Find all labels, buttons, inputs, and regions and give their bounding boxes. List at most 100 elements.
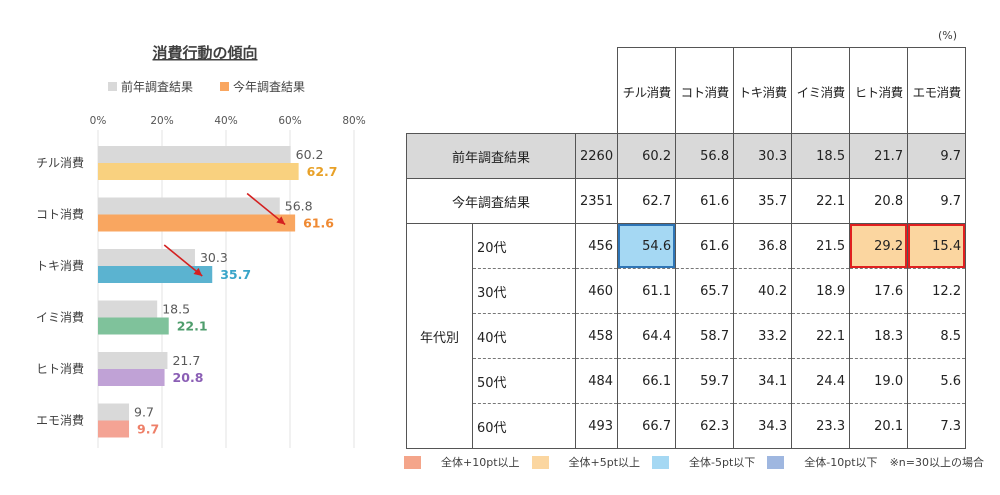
x-tick-label: 0% <box>90 115 107 127</box>
table-value: 40.2 <box>733 268 793 314</box>
age-row: 30代 460 61.1 65.7 40.2 18.9 17.6 12.2 <box>407 268 967 314</box>
row-label: 今年調査結果 <box>406 178 576 224</box>
category-label: エモ消費 <box>36 413 84 428</box>
age-label: 30代 <box>472 268 576 314</box>
table-value: 62.3 <box>675 403 735 449</box>
x-tick-label: 40% <box>214 115 237 127</box>
table-value: 66.7 <box>617 403 677 449</box>
legend-swatch <box>404 455 421 469</box>
value-label-current: 62.7 <box>307 164 338 179</box>
column-header: エモ消費 <box>907 47 967 134</box>
bar-previous <box>98 300 158 318</box>
bar-current <box>98 266 213 283</box>
category-label: ヒト消費 <box>36 361 84 376</box>
legend-item: 全体-5pt以下 <box>652 454 755 470</box>
bar-current <box>98 369 165 386</box>
table-value: 60.2 <box>617 133 677 179</box>
bar-previous <box>98 352 168 369</box>
table-value: 12.2 <box>907 268 967 314</box>
legend-swatch <box>767 455 785 469</box>
table-value: 59.7 <box>675 358 735 404</box>
age-label: 20代 <box>472 223 576 269</box>
age-row: 50代 484 66.1 59.7 34.1 24.4 19.0 5.6 <box>407 358 967 404</box>
value-label-current: 20.8 <box>173 370 204 385</box>
legend-label: 全体-5pt以下 <box>689 456 756 469</box>
trend-arrow-head <box>193 267 203 276</box>
sample-size: 456 <box>574 223 619 269</box>
table-value: 23.3 <box>791 403 851 449</box>
highlight-legend: 全体+10pt以上 全体+5pt以上 全体-5pt以下 全体-10pt以下 ※n=30以… <box>404 454 984 470</box>
table-value: 33.2 <box>733 313 793 359</box>
table-value: 17.6 <box>849 268 909 314</box>
table-value: 34.3 <box>733 403 793 449</box>
table-value: 21.5 <box>791 223 851 269</box>
table-value: 61.6 <box>675 223 735 269</box>
age-row: 60代 493 66.7 62.3 34.3 23.3 20.1 7.3 <box>407 403 967 449</box>
header-row: チル消費 コト消費 トキ消費 イミ消費 ヒト消費 エモ消費 <box>406 47 967 134</box>
table-value: 61.6 <box>675 178 735 224</box>
bar-previous <box>98 249 195 266</box>
table-value: 19.0 <box>849 358 909 404</box>
value-label-previous: 18.5 <box>162 302 190 317</box>
table-value: 7.3 <box>907 403 967 449</box>
table-value: 54.6 <box>617 223 677 269</box>
table-value: 29.2 <box>849 223 909 269</box>
sample-size: 484 <box>574 358 619 404</box>
sample-size: 2351 <box>574 178 619 224</box>
value-label-previous: 30.3 <box>200 250 228 265</box>
table-value: 35.7 <box>733 178 793 224</box>
table-value: 58.7 <box>675 313 735 359</box>
table-value: 18.3 <box>849 313 909 359</box>
column-header: チル消費 <box>617 47 677 134</box>
unit-label: (%) <box>938 29 958 42</box>
legend-swatch-previous <box>108 82 117 91</box>
value-label-current: 9.7 <box>137 422 159 437</box>
bar-current <box>98 163 299 180</box>
group-label: 年代別 <box>406 223 473 449</box>
table-value: 18.5 <box>791 133 851 179</box>
age-row: 年代別 20代 456 54.6 61.6 36.8 21.5 29.2 15.4 <box>406 223 967 449</box>
category-label: チル消費 <box>36 155 84 170</box>
legend-label: 全体+10pt以上 <box>441 456 520 469</box>
value-label-current: 35.7 <box>220 267 251 282</box>
table-value: 9.7 <box>907 133 967 179</box>
table-value: 34.1 <box>733 358 793 404</box>
row-label: 前年調査結果 <box>406 133 576 179</box>
summary-row: 今年調査結果 2351 62.7 61.6 35.7 22.1 20.8 9.7 <box>406 178 967 224</box>
x-tick-label: 60% <box>278 115 301 127</box>
table-value: 8.5 <box>907 313 967 359</box>
legend-label-previous: 前年調査結果 <box>121 79 193 94</box>
table-note: ※n=30以上の場合 <box>889 456 984 469</box>
legend-label: 全体+5pt以上 <box>568 456 641 469</box>
bar-previous <box>98 403 130 421</box>
table-value: 18.9 <box>791 268 851 314</box>
table-value: 30.3 <box>733 133 793 179</box>
bar-previous <box>98 146 291 163</box>
table-value: 64.4 <box>617 313 677 359</box>
age-label: 60代 <box>472 403 576 449</box>
column-header: トキ消費 <box>733 47 793 134</box>
value-label-current: 22.1 <box>177 319 208 334</box>
age-label: 50代 <box>472 358 576 404</box>
table-value: 24.4 <box>791 358 851 404</box>
column-header: イミ消費 <box>791 47 851 134</box>
table-value: 20.8 <box>849 178 909 224</box>
value-label-previous: 60.2 <box>296 147 324 162</box>
value-label-previous: 21.7 <box>172 353 200 368</box>
table-value: 22.1 <box>791 178 851 224</box>
table-value: 62.7 <box>617 178 677 224</box>
chart-title: 消費行動の傾向 <box>152 44 257 62</box>
x-tick-label: 20% <box>150 115 173 127</box>
legend-item: 全体+5pt以上 <box>531 454 641 470</box>
table-value: 9.7 <box>907 178 967 224</box>
table-value: 22.1 <box>791 313 851 359</box>
category-label: コト消費 <box>36 207 84 222</box>
sample-size: 460 <box>574 268 619 314</box>
x-tick-label: 80% <box>342 115 365 127</box>
table-value: 65.7 <box>675 268 735 314</box>
trend-arrow <box>246 192 286 226</box>
legend-label-current: 今年調査結果 <box>233 79 305 94</box>
sample-size: 2260 <box>574 133 619 179</box>
bar-previous <box>98 197 280 215</box>
